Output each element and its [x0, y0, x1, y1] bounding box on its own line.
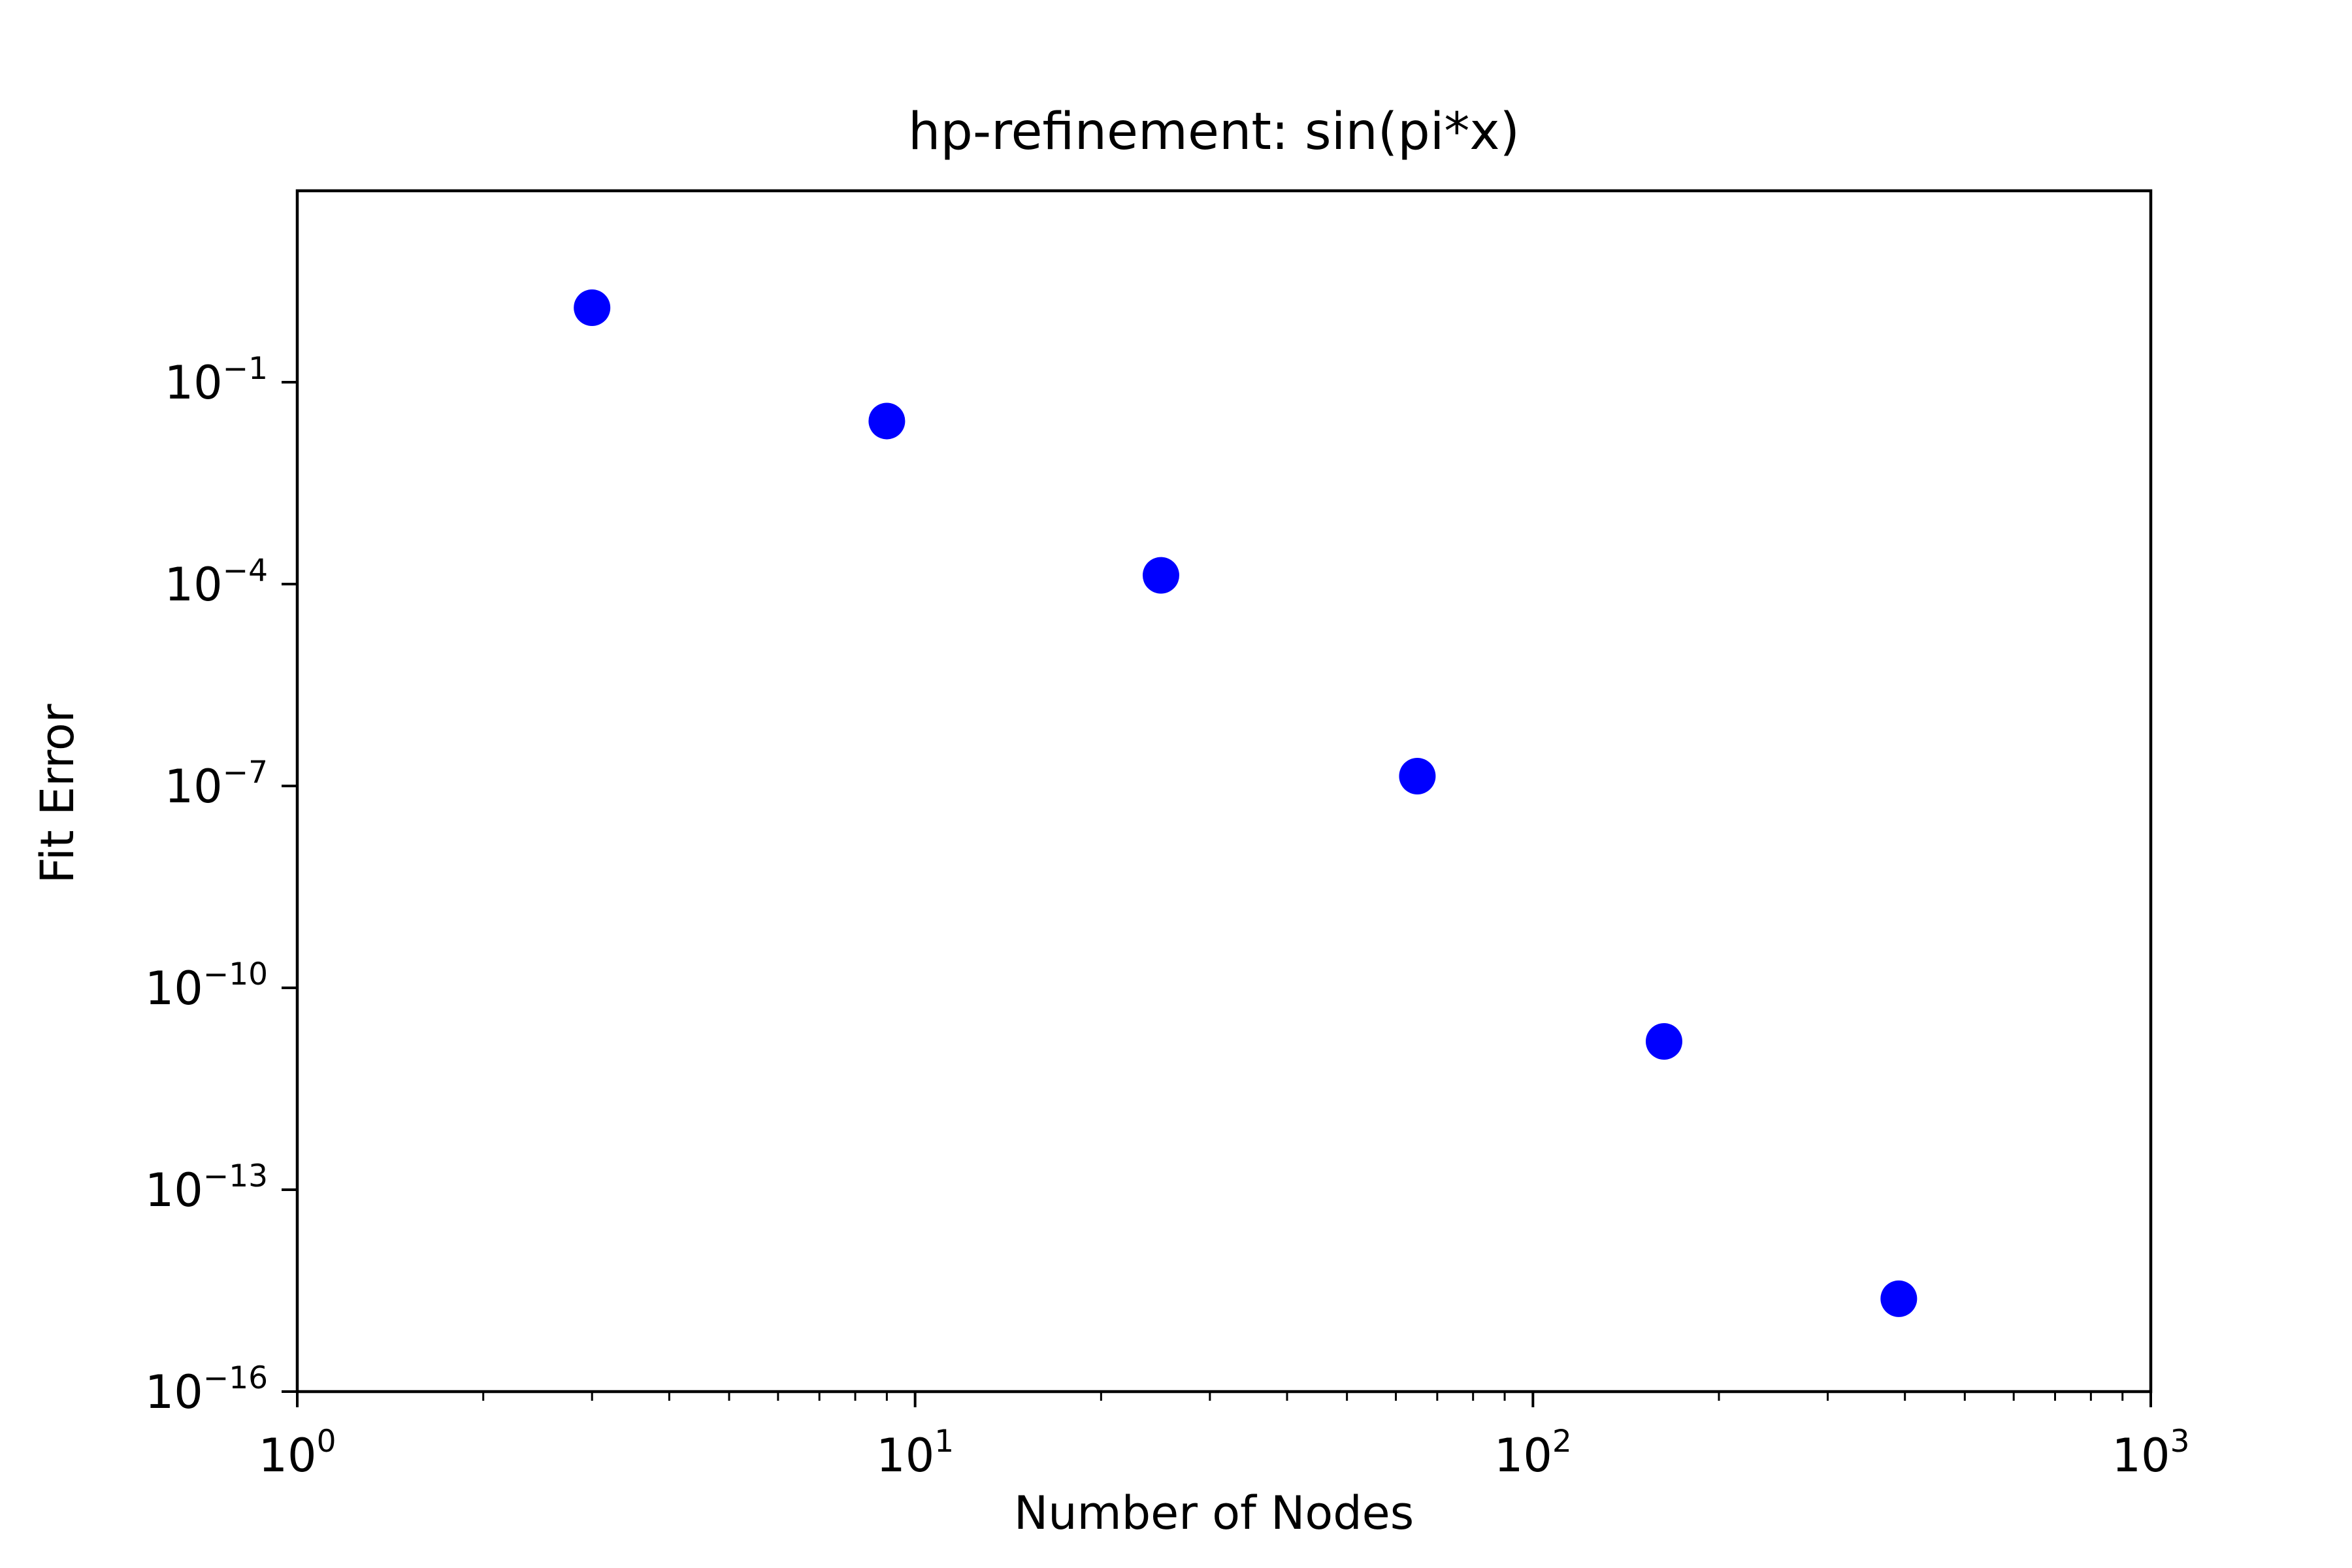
y-tick-label: 10−7 [165, 755, 268, 813]
y-axis-label: Fit Error [31, 704, 84, 883]
x-tick-label: 102 [1494, 1424, 1572, 1482]
data-point [574, 289, 611, 326]
data-point [1399, 757, 1436, 794]
x-axis-label: Number of Nodes [1014, 1486, 1414, 1540]
data-point [1880, 1280, 1918, 1317]
data-point [1645, 1022, 1682, 1060]
data-point [868, 402, 906, 440]
y-tick-label: 10−13 [145, 1158, 268, 1217]
x-tick-label: 103 [2112, 1424, 2190, 1482]
y-tick-label: 10−4 [165, 553, 268, 612]
data-points [574, 289, 1918, 1317]
tick-marks [282, 381, 2152, 1407]
chart-title: hp-refinement: sin(pi*x) [908, 103, 1520, 161]
tick-labels: 100 101 102 103 10−16 10−13 10−10 10−7 10−4 10−1 [145, 351, 2190, 1482]
y-tick-label: 10−1 [165, 351, 268, 410]
y-tick-label: 10−16 [145, 1360, 268, 1419]
y-tick-label: 10−10 [145, 956, 268, 1015]
x-tick-label: 100 [259, 1424, 336, 1482]
data-point [1142, 557, 1179, 594]
x-tick-label: 101 [876, 1424, 954, 1482]
axes-frame [295, 189, 2153, 1394]
